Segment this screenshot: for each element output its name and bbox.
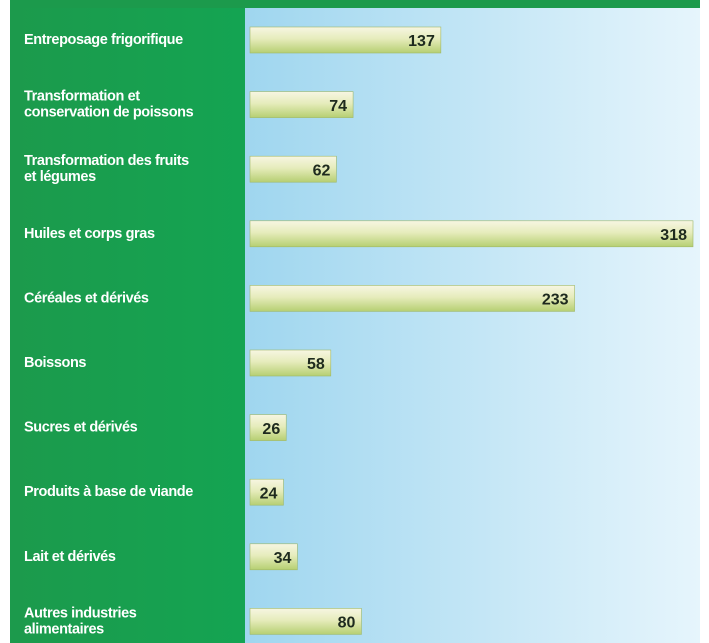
category-line: Boissons [24, 355, 86, 371]
category-label: Transformation et conservation de poisson… [24, 88, 194, 120]
category-label: Céréales et dérivés [24, 290, 149, 306]
bar [249, 414, 287, 441]
category-label: Huiles et corps gras [24, 226, 155, 242]
value-label: 137 [408, 33, 435, 50]
bar [249, 349, 332, 377]
category-line: Céréales et dérivés [24, 290, 149, 306]
bar [249, 478, 284, 506]
bar [249, 543, 298, 571]
bar [249, 285, 575, 312]
category-line: Huiles et corps gras [24, 226, 155, 242]
category-label: Autres industries alimentaires [24, 605, 137, 637]
value-label: 80 [338, 615, 356, 632]
bar [249, 26, 442, 54]
category-line: Lait et dérivés [24, 549, 116, 565]
value-label: 58 [307, 356, 325, 373]
value-label: 34 [274, 550, 292, 567]
value-label: 62 [313, 162, 331, 179]
category-line: Autres industries [24, 605, 137, 621]
value-label: 74 [329, 98, 347, 115]
category-line: conservation de poissons [24, 104, 194, 120]
category-label: Sucres et dérivés [24, 419, 138, 435]
category-line: Entreposage frigorifique [24, 32, 183, 48]
top-strip [10, 0, 700, 8]
category-line: Transformation des fruits [24, 153, 189, 169]
bar [249, 91, 354, 118]
bar [249, 155, 337, 183]
value-label: 26 [262, 421, 280, 438]
value-label: 318 [660, 227, 687, 244]
bar [249, 220, 694, 248]
category-label: Entreposage frigorifique [24, 32, 183, 48]
category-label: Transformation des fruits et légumes [24, 153, 189, 185]
category-line: alimentaires [24, 621, 104, 637]
category-label: Produits à base de viande [24, 484, 193, 500]
value-label: 24 [260, 485, 278, 502]
category-label: Lait et dérivés [24, 549, 116, 565]
category-line: Sucres et dérivés [24, 419, 138, 435]
value-label: 233 [542, 292, 569, 309]
label-panel [10, 8, 245, 643]
category-line: Produits à base de viande [24, 484, 193, 500]
category-label: Boissons [24, 355, 86, 371]
bar [249, 608, 362, 635]
category-line: et légumes [24, 169, 96, 185]
category-line: Transformation et [24, 88, 140, 104]
